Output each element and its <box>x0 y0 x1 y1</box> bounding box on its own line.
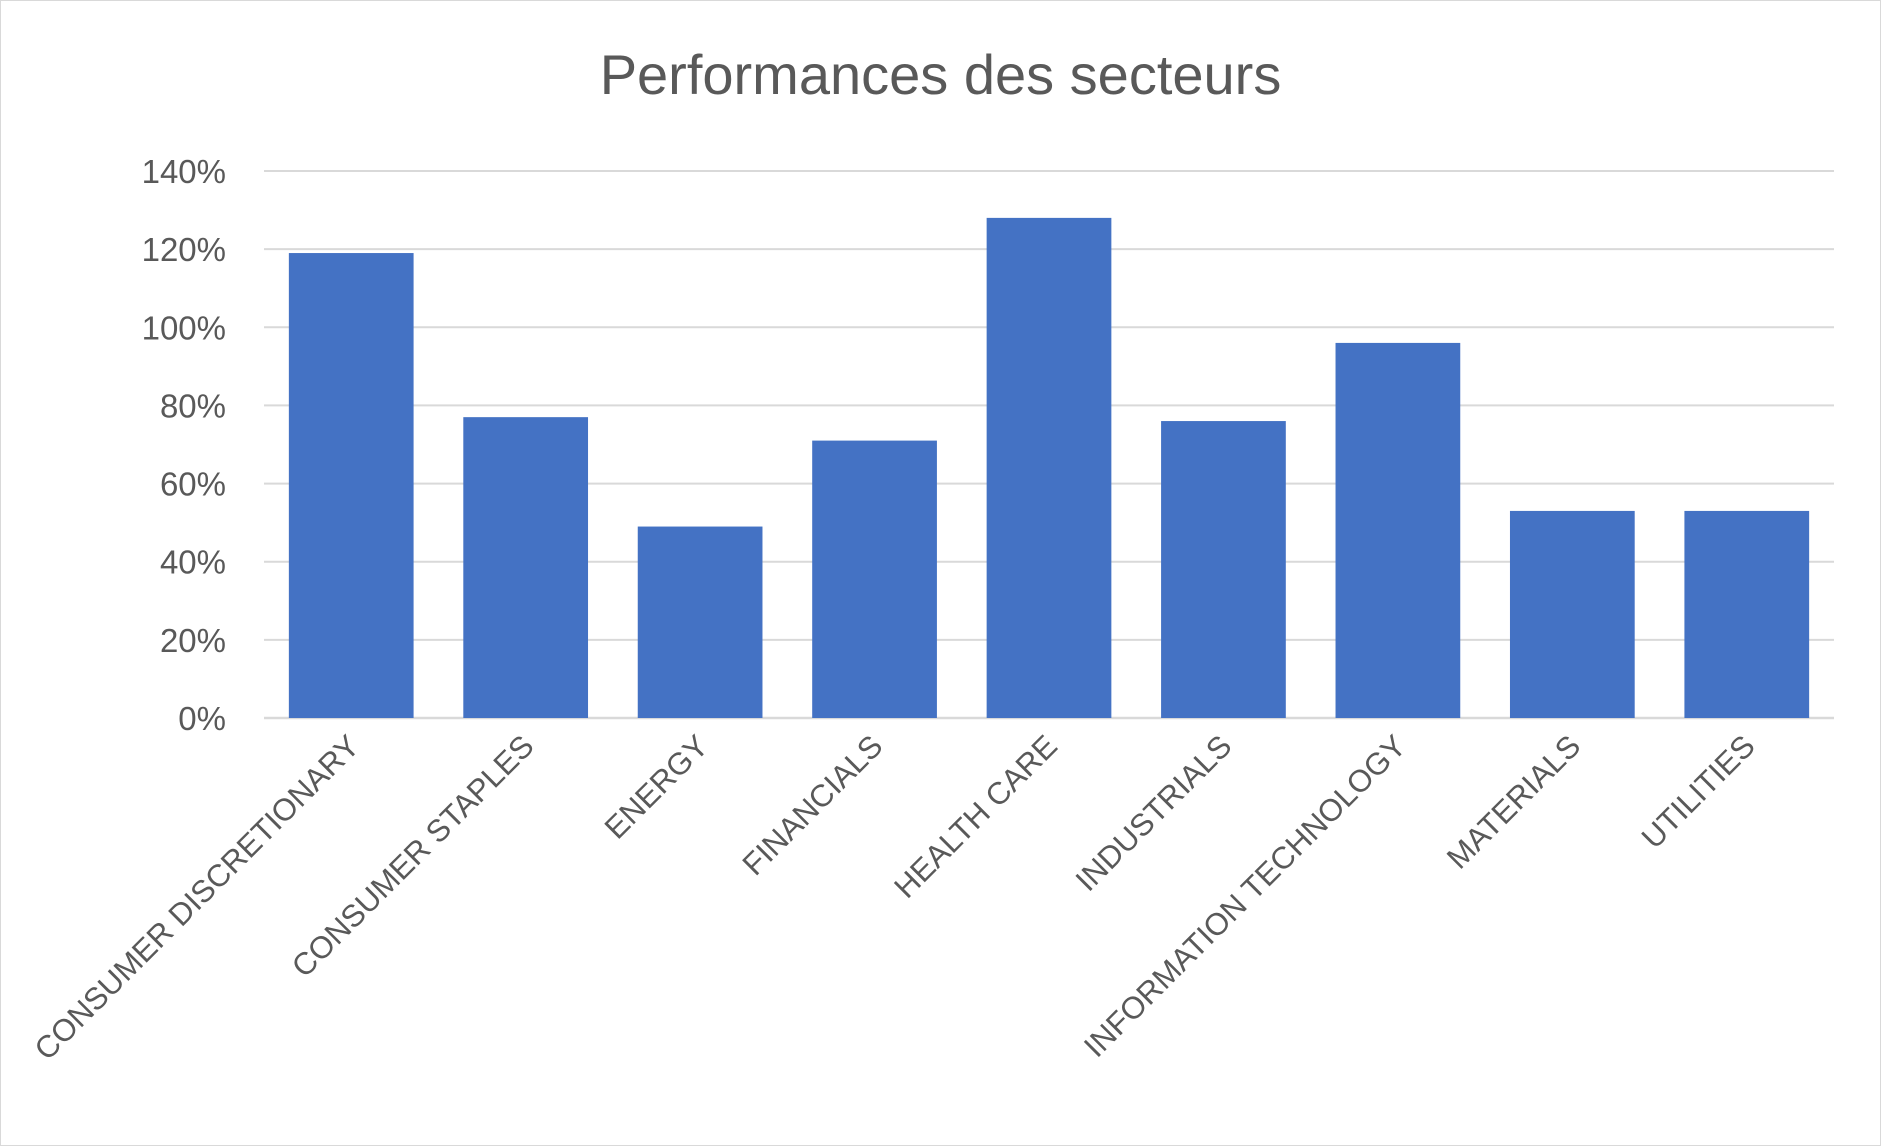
x-category-label: INFORMATION TECHNOLOGY <box>1077 728 1413 1064</box>
y-axis-tick-labels: 0% 20% 40% 60% 80% 100% 120% 140% <box>142 153 226 737</box>
y-tick-label: 120% <box>142 231 226 268</box>
y-tick-label: 80% <box>160 387 226 424</box>
y-tick-label: 40% <box>160 544 226 581</box>
x-category-label: HEALTH CARE <box>887 728 1064 905</box>
bar <box>812 440 937 718</box>
y-tick-label: 0% <box>178 700 226 737</box>
x-category-label: INDUSTRIALS <box>1069 728 1239 898</box>
x-category-label: UTILITIES <box>1635 728 1762 855</box>
y-tick-label: 20% <box>160 622 226 659</box>
bar <box>1684 510 1810 718</box>
bar <box>1335 342 1461 718</box>
bar <box>986 217 1112 718</box>
bar <box>637 526 763 718</box>
y-tick-label: 100% <box>142 309 226 346</box>
y-tick-label: 60% <box>160 466 226 503</box>
x-category-label: ENERGY <box>598 728 715 845</box>
bar <box>1161 421 1286 718</box>
bars <box>288 217 1810 719</box>
bar <box>288 253 414 719</box>
x-category-label: FINANCIALS <box>736 728 890 882</box>
y-tick-label: 140% <box>142 153 226 190</box>
bar <box>463 417 589 718</box>
x-category-label: MATERIALS <box>1440 728 1587 875</box>
bar <box>1509 510 1635 718</box>
chart-title: Performances des secteurs <box>599 43 1282 106</box>
x-category-label: CONSUMER DISCRETIONARY <box>28 728 367 1067</box>
